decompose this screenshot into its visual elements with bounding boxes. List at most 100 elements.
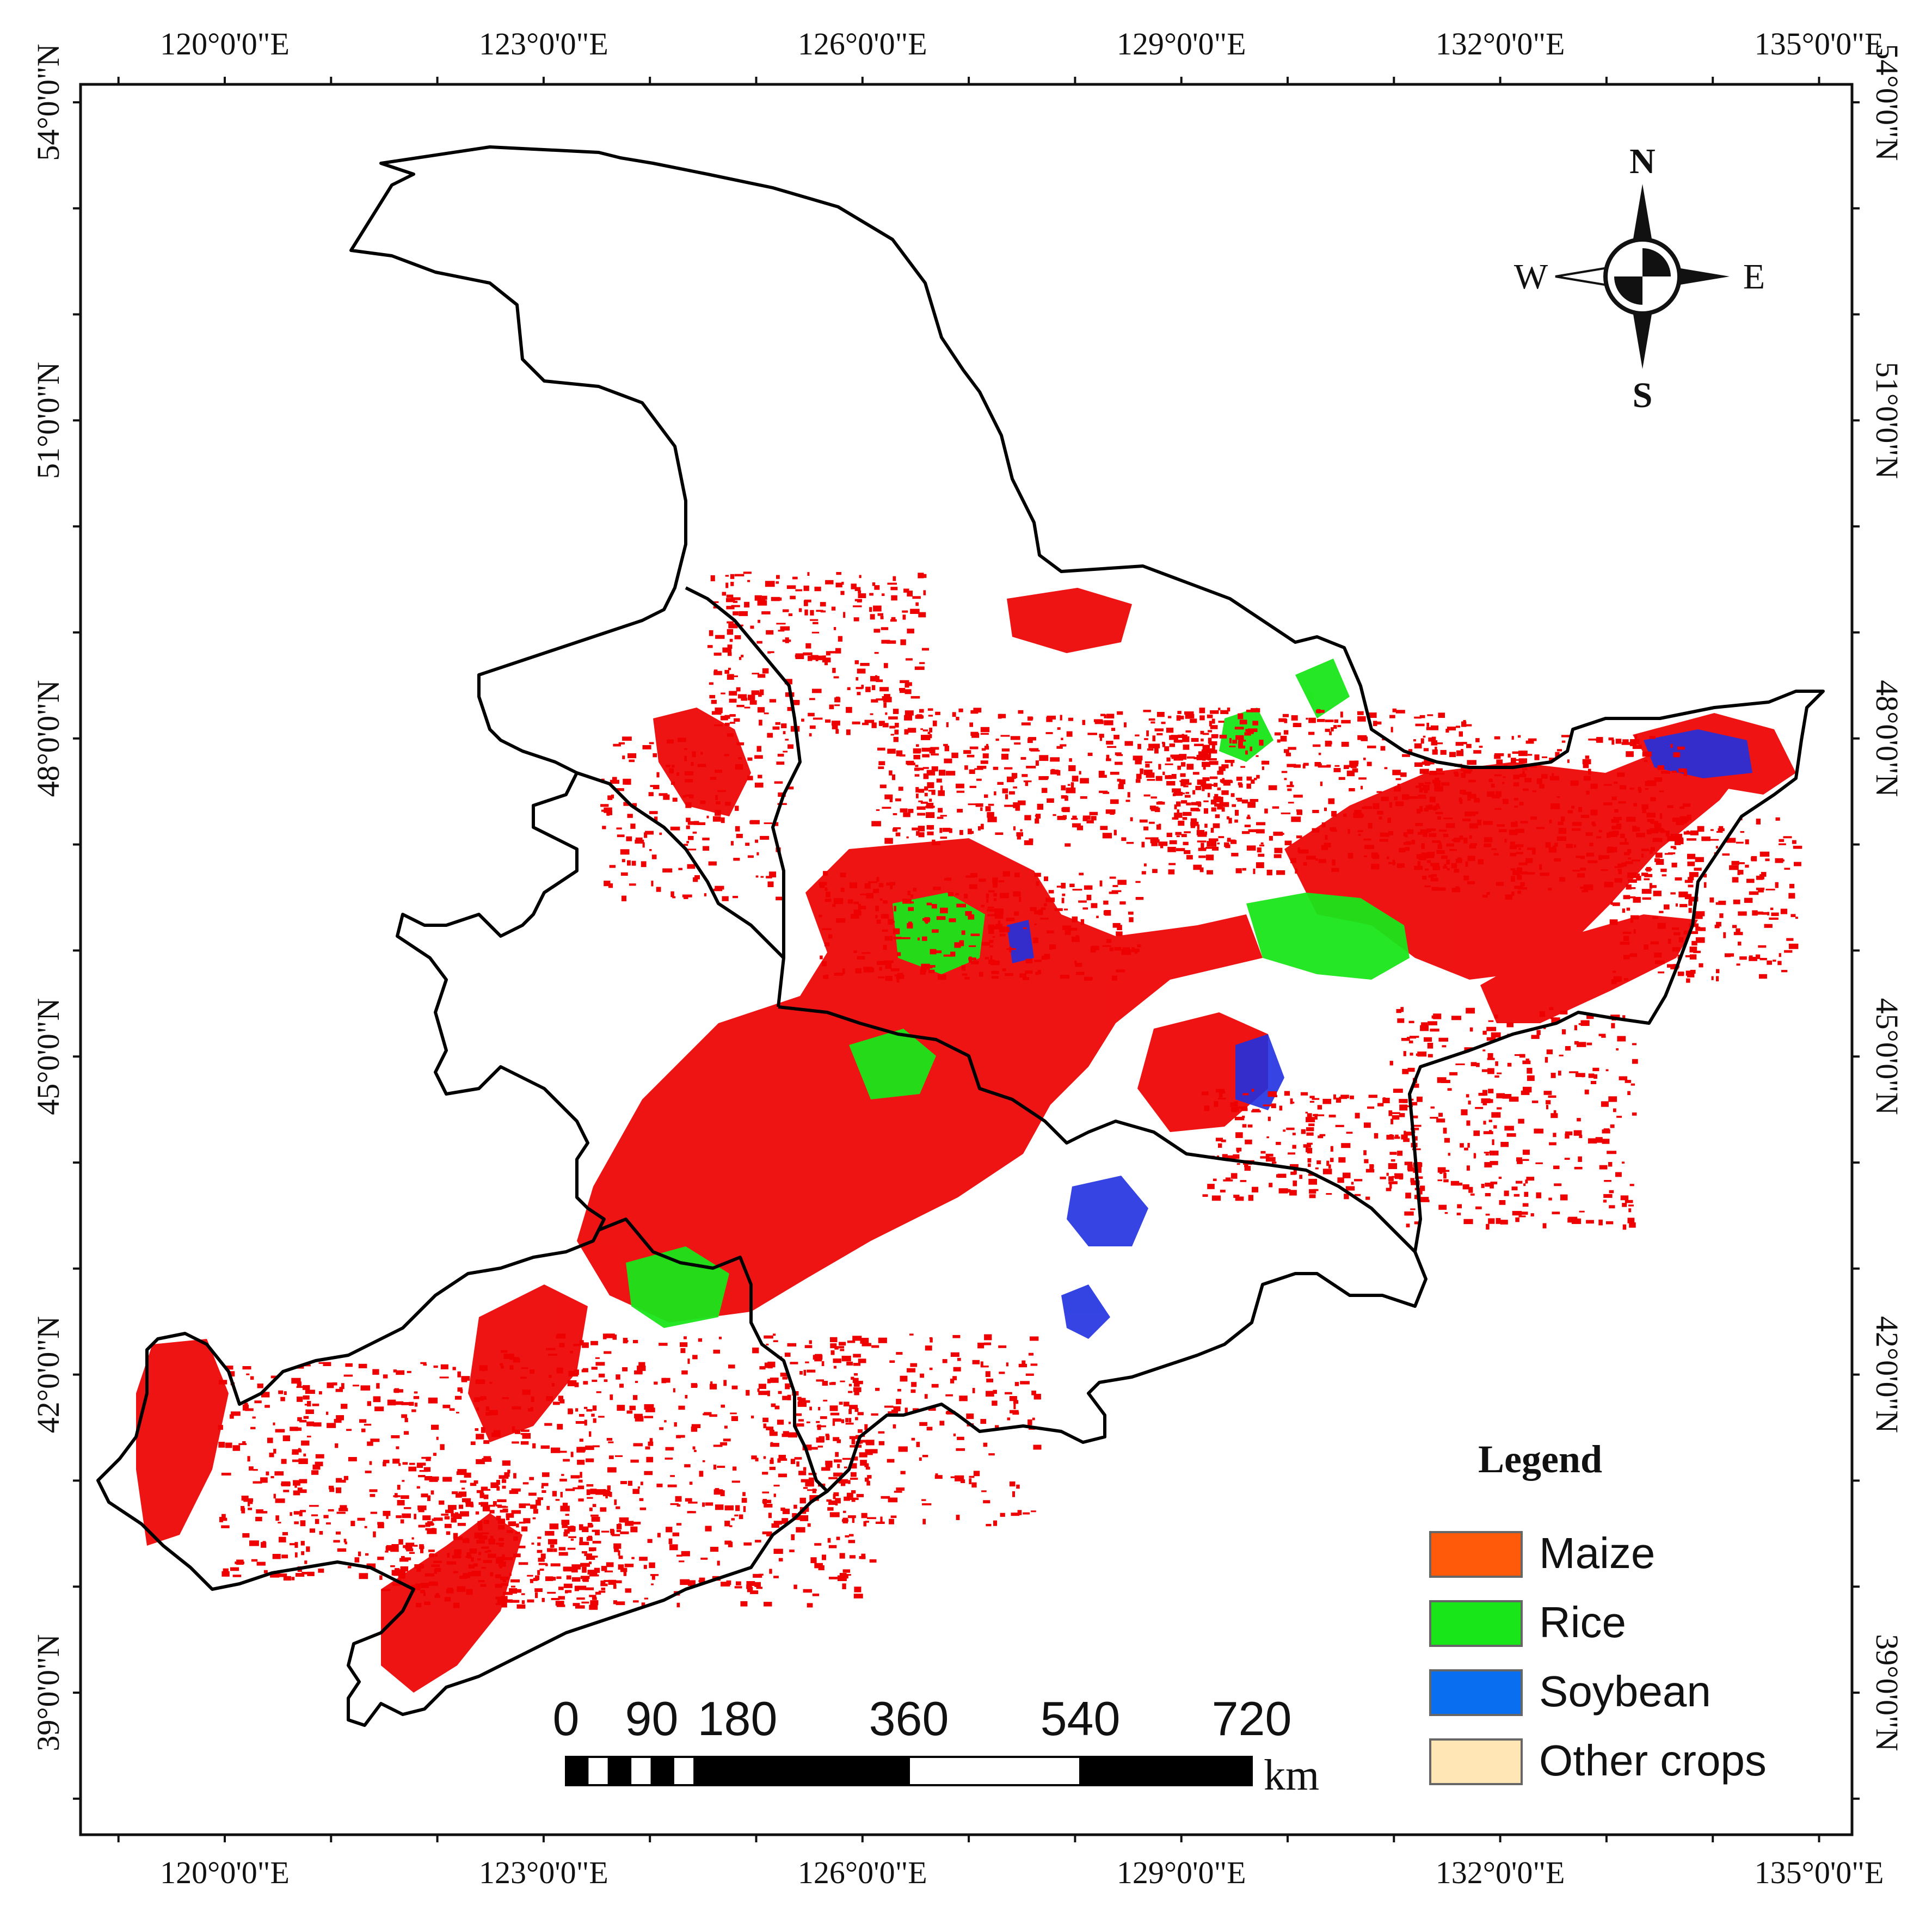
- maize-speckle: [835, 648, 841, 654]
- maize-speckle: [973, 1471, 980, 1477]
- maize-speckle: [367, 1563, 376, 1569]
- scale-unit-label: km: [1264, 1751, 1319, 1799]
- maize-speckle: [1424, 886, 1431, 888]
- maize-speckle: [897, 1388, 901, 1392]
- maize-speckle: [1326, 1193, 1332, 1195]
- maize-speckle: [727, 674, 734, 680]
- maize-speckle: [495, 1583, 502, 1588]
- maize-speckle: [1756, 887, 1765, 890]
- maize-speckle: [1519, 773, 1527, 778]
- maize-speckle: [411, 1409, 416, 1412]
- maize-speckle: [1033, 937, 1038, 943]
- maize-speckle: [1209, 741, 1217, 746]
- maize-speckle: [723, 1380, 727, 1386]
- maize-speckle: [1659, 813, 1663, 819]
- maize-speckle: [279, 1536, 286, 1542]
- maize-speckle: [734, 1586, 742, 1589]
- maize-speckle: [724, 1425, 728, 1429]
- maize-speckle: [1716, 976, 1719, 982]
- maize-speckle: [1759, 874, 1764, 880]
- maize-speckle: [1214, 794, 1219, 798]
- soybean-region-central: [1007, 920, 1034, 963]
- maize-speckle: [1424, 789, 1428, 794]
- maize-speckle: [1162, 771, 1165, 775]
- maize-speckle: [1611, 796, 1617, 801]
- maize-speckle: [1571, 1218, 1582, 1224]
- maize-speckle: [961, 1476, 964, 1482]
- maize-speckle: [670, 1475, 675, 1477]
- maize-speckle: [341, 1383, 344, 1390]
- maize-speckle: [847, 899, 853, 904]
- maize-speckle: [857, 668, 866, 674]
- maize-speckle: [218, 1442, 225, 1448]
- maize-speckle: [1117, 778, 1121, 782]
- maize-speckle: [1438, 1112, 1443, 1117]
- maize-speckle: [1446, 859, 1450, 865]
- maize-speckle: [929, 827, 932, 830]
- maize-speckle: [782, 1434, 790, 1437]
- maize-speckle: [530, 1504, 537, 1509]
- maize-speckle: [780, 1373, 787, 1377]
- maize-speckle: [1673, 833, 1683, 839]
- maize-speckle: [664, 1420, 667, 1423]
- maize-speckle: [1588, 1073, 1595, 1078]
- maize-speckle: [1758, 945, 1767, 948]
- maize-speckle: [913, 754, 920, 760]
- maize-speckle: [1211, 718, 1215, 724]
- maize-speckle: [707, 645, 713, 648]
- maize-speckle: [622, 755, 625, 759]
- maize-speckle: [916, 744, 919, 747]
- maize-speckle: [1414, 865, 1423, 870]
- maize-speckle: [1630, 739, 1640, 745]
- maize-speckle: [1388, 1176, 1394, 1181]
- maize-speckle: [628, 754, 632, 757]
- maize-speckle: [896, 750, 903, 757]
- maize-speckle: [1554, 858, 1561, 862]
- maize-speckle: [1165, 775, 1172, 779]
- maize-speckle: [970, 731, 979, 736]
- maize-speckle: [1532, 790, 1537, 792]
- maize-speckle: [568, 1536, 576, 1538]
- maize-speckle: [1141, 871, 1146, 875]
- maize-speckle: [756, 1587, 762, 1589]
- maize-speckle: [383, 1374, 388, 1379]
- maize-speckle: [1580, 1020, 1590, 1026]
- maize-speckle: [1409, 1040, 1413, 1043]
- maize-speckle: [1636, 874, 1640, 878]
- maize-speckle: [659, 1343, 668, 1346]
- maize-speckle: [1596, 836, 1602, 839]
- maize-speckle: [609, 1492, 612, 1497]
- maize-speckle: [893, 736, 899, 742]
- maize-speckle: [790, 595, 796, 600]
- maize-speckle: [692, 751, 696, 758]
- maize-speckle: [1158, 801, 1162, 803]
- maize-speckle: [713, 1489, 723, 1495]
- maize-speckle: [1403, 1138, 1410, 1142]
- maize-speckle: [829, 1382, 836, 1385]
- maize-speckle: [1215, 1138, 1223, 1141]
- maize-speckle: [1430, 1117, 1438, 1119]
- maize-speckle: [556, 1604, 565, 1607]
- maize-speckle: [700, 800, 706, 804]
- maize-speckle: [700, 1557, 708, 1560]
- maize-speckle: [1164, 746, 1170, 752]
- maize-speckle: [399, 1558, 409, 1562]
- maize-speckle: [1654, 858, 1660, 862]
- maize-speckle: [756, 746, 761, 752]
- maize-speckle: [768, 651, 774, 653]
- maize-speckle: [608, 883, 613, 888]
- maize-speckle: [1410, 1178, 1414, 1183]
- maize-speckle: [751, 1455, 757, 1460]
- maize-speckle: [1749, 891, 1759, 895]
- maize-speckle: [1775, 817, 1780, 821]
- maize-speckle: [993, 766, 999, 770]
- maize-speckle: [1719, 913, 1724, 918]
- maize-speckle: [1134, 951, 1137, 954]
- maize-speckle: [1334, 719, 1338, 723]
- maize-speckle: [278, 1390, 284, 1394]
- maize-speckle: [1654, 777, 1663, 782]
- maize-speckle: [711, 601, 719, 603]
- maize-speckle: [841, 1419, 845, 1423]
- compass-label-south: S: [1633, 376, 1653, 415]
- maize-speckle: [1519, 1054, 1525, 1058]
